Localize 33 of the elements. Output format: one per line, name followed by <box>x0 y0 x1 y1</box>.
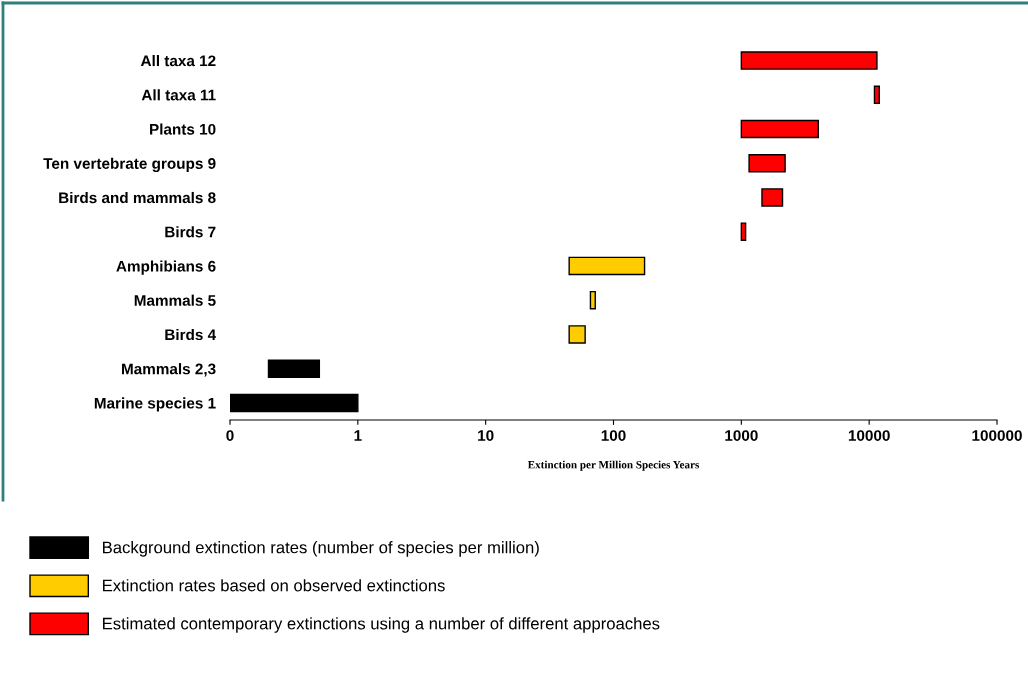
bar <box>230 393 359 413</box>
x-tick-label: 100000 <box>972 430 1022 441</box>
y-tick-label: Plants 10 <box>150 123 216 135</box>
bar <box>748 153 786 173</box>
y-tick-label: All taxa 11 <box>141 89 216 101</box>
y-tick-label: Mammals 5 <box>134 294 216 306</box>
bar <box>761 188 784 207</box>
bar <box>740 51 878 70</box>
x-tick-label: 1 <box>354 430 362 441</box>
x-tick-label: 0 <box>226 430 234 441</box>
legend-label: Estimated contemporary extinctions using a number of different approaches <box>103 617 660 633</box>
y-tick-label: Birds 4 <box>165 328 217 341</box>
legend-label: Background extinction rates (number of species per million) <box>103 541 539 557</box>
legend-label: Extinction rates based on observed extinctions <box>103 579 445 592</box>
bar <box>568 256 646 276</box>
y-tick-label: Birds 7 <box>165 226 216 238</box>
x-tick-label: 100 <box>601 430 626 441</box>
y-tick-label: Birds and mammals 8 <box>59 191 216 204</box>
bar <box>568 325 586 344</box>
x-tick-label: 10000 <box>848 430 890 441</box>
bar <box>740 222 747 241</box>
y-tick-label: Amphibians 6 <box>116 260 216 275</box>
x-tick-label: 10 <box>478 430 494 441</box>
bar <box>589 290 596 310</box>
bar <box>740 119 819 139</box>
y-tick-label: Mammals 2,3 <box>122 363 216 377</box>
x-tick-label: 1000 <box>725 430 758 441</box>
y-tick-label: All taxa 12 <box>140 55 216 67</box>
x-axis-title: Extinction per Million Species Years <box>527 460 700 471</box>
y-tick-label: Marine species 1 <box>94 397 216 412</box>
y-tick-label: Ten vertebrate groups 9 <box>43 157 216 173</box>
bar <box>267 359 321 378</box>
bar <box>873 85 880 105</box>
